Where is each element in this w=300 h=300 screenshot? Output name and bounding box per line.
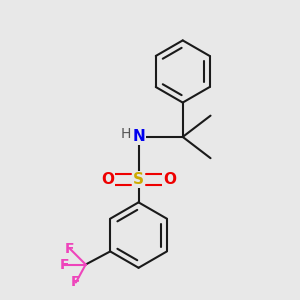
Text: O: O [163, 172, 176, 187]
Text: S: S [133, 172, 144, 187]
Text: F: F [65, 242, 75, 256]
Text: F: F [71, 275, 81, 290]
Text: N: N [132, 129, 145, 144]
Text: O: O [101, 172, 114, 187]
Text: F: F [60, 257, 69, 272]
Text: H: H [121, 127, 131, 141]
